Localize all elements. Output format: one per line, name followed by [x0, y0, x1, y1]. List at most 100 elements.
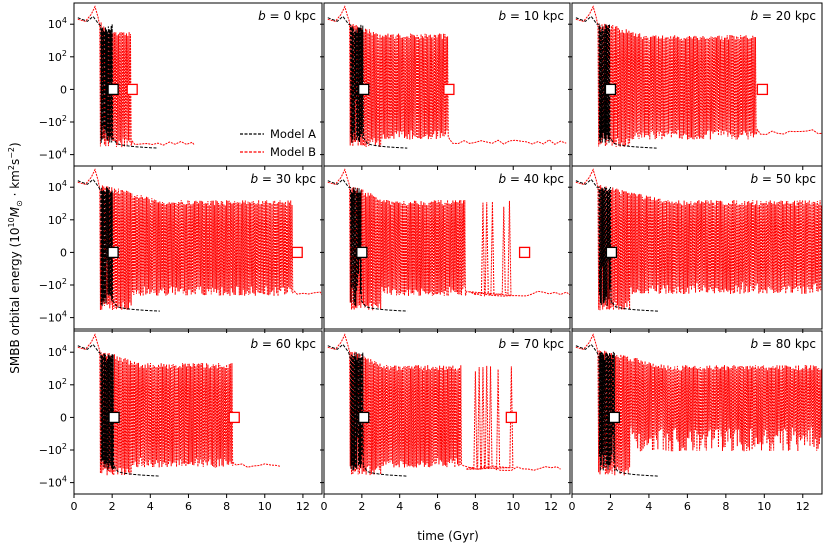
model-b-merger-marker: [126, 83, 138, 96]
model-a-line: [575, 15, 657, 149]
panel-label: b = 10 kpc: [498, 9, 564, 23]
x-tick-label: 4: [645, 500, 652, 513]
x-tick-label: 10: [757, 500, 771, 513]
x-tick-label: 2: [607, 500, 614, 513]
model-a-merger-marker: [608, 411, 620, 424]
x-tick-label: 2: [109, 500, 116, 513]
legend-label: Model B: [270, 145, 316, 159]
x-tick-label: 0: [71, 500, 78, 513]
panel-frame: [323, 165, 571, 330]
panel-label: b = 50 kpc: [750, 172, 816, 186]
y-tick-label: 102: [48, 377, 67, 392]
x-tick-label: 4: [396, 500, 403, 513]
model-a-merger-marker: [108, 411, 120, 424]
panel-1: [320, 2, 571, 170]
panel-frame: [73, 330, 323, 495]
panel-1-plot-area: [327, 5, 567, 149]
model-a-line: [77, 343, 160, 477]
y-tick-label: 102: [48, 212, 67, 227]
y-tick-label: 0: [60, 411, 67, 424]
y-tick-label: −102: [39, 442, 67, 457]
model-b-line: [327, 168, 570, 311]
model-a-line: [327, 15, 408, 149]
panel-7-plot-area: [327, 333, 561, 477]
model-b-line: [575, 333, 822, 476]
model-a-merger-marker: [107, 246, 119, 259]
panel-label: b = 0 kpc: [258, 9, 316, 23]
y-tick-label: −104: [39, 475, 67, 490]
y-tick-label: 0: [60, 83, 67, 96]
y-axis-title: SMBB orbital energy (1010M⊙ · km2s−2): [7, 142, 24, 373]
y-tick-label: −102: [39, 277, 67, 292]
x-tick-label: 8: [223, 500, 230, 513]
y-tick-label: 104: [48, 179, 67, 194]
x-tick-label: 2: [358, 500, 365, 513]
model-b-line: [77, 168, 322, 311]
panel-frame: [571, 165, 823, 330]
model-b-line: [575, 5, 822, 148]
model-a-merger-marker: [358, 83, 370, 96]
model-a-line: [327, 343, 408, 477]
model-b-line: [327, 5, 567, 147]
x-tick-label: 6: [684, 500, 691, 513]
panel-frame: [323, 330, 571, 495]
model-a-line: [77, 178, 160, 312]
panel-label: b = 70 kpc: [498, 337, 564, 351]
y-tick-label: 104: [48, 16, 67, 31]
panel-5-plot-area: [575, 168, 822, 312]
panel-8: [568, 330, 823, 498]
model-b-merger-marker: [756, 83, 769, 96]
y-tick-label: 104: [48, 344, 67, 359]
panel-4-plot-area: [327, 168, 570, 312]
panel-label: b = 60 kpc: [250, 337, 316, 351]
model-b-line: [77, 5, 195, 148]
y-tick-label: −104: [39, 147, 67, 162]
model-a-merger-marker: [356, 246, 368, 259]
x-tick-label: 8: [472, 500, 479, 513]
panel-4: [320, 165, 571, 333]
model-a-merger-marker: [358, 411, 370, 424]
model-a-merger-marker: [107, 83, 119, 96]
x-tick-label: 0: [569, 500, 576, 513]
y-tick-label: 0: [60, 246, 67, 259]
model-b-merger-marker: [518, 246, 531, 259]
x-tick-label: 12: [544, 500, 558, 513]
y-tick-label: 102: [48, 49, 67, 64]
model-b-merger-marker: [228, 411, 240, 424]
panel-2: [568, 2, 823, 170]
panel-8-plot-area: [575, 333, 822, 477]
x-tick-label: 6: [434, 500, 441, 513]
panel-2-plot-area: [575, 5, 822, 149]
x-tick-label: 10: [506, 500, 520, 513]
panel-6-plot-area: [77, 333, 281, 477]
y-tick-label: −102: [39, 114, 67, 129]
model-a-merger-marker: [604, 83, 617, 96]
x-tick-label: 6: [185, 500, 192, 513]
model-b-line: [77, 333, 281, 476]
x-tick-label: 4: [147, 500, 154, 513]
model-a-line: [327, 178, 408, 312]
model-a-merger-marker: [605, 246, 618, 259]
x-tick-label: 8: [722, 500, 729, 513]
x-tick-label: 10: [258, 500, 272, 513]
model-b-merger-marker: [505, 411, 517, 424]
x-tick-label: 0: [321, 500, 328, 513]
panel-label: b = 20 kpc: [750, 9, 816, 23]
panel-5: [568, 165, 823, 333]
model-b-line: [575, 168, 822, 311]
panel-label: b = 40 kpc: [498, 172, 564, 186]
model-a-line: [575, 343, 659, 477]
model-a-line: [77, 15, 158, 149]
panel-frame: [73, 165, 323, 330]
model-b-merger-marker: [291, 246, 303, 259]
x-tick-label: 12: [296, 500, 310, 513]
x-tick-label: 12: [796, 500, 810, 513]
panel-frame: [571, 330, 823, 495]
panel-6: [70, 330, 323, 498]
x-axis-title: time (Gyr): [417, 529, 479, 543]
model-b-line: [327, 333, 561, 476]
y-tick-label: −104: [39, 310, 67, 325]
panel-0-plot-area: [77, 5, 195, 149]
panel-7: [320, 330, 571, 498]
